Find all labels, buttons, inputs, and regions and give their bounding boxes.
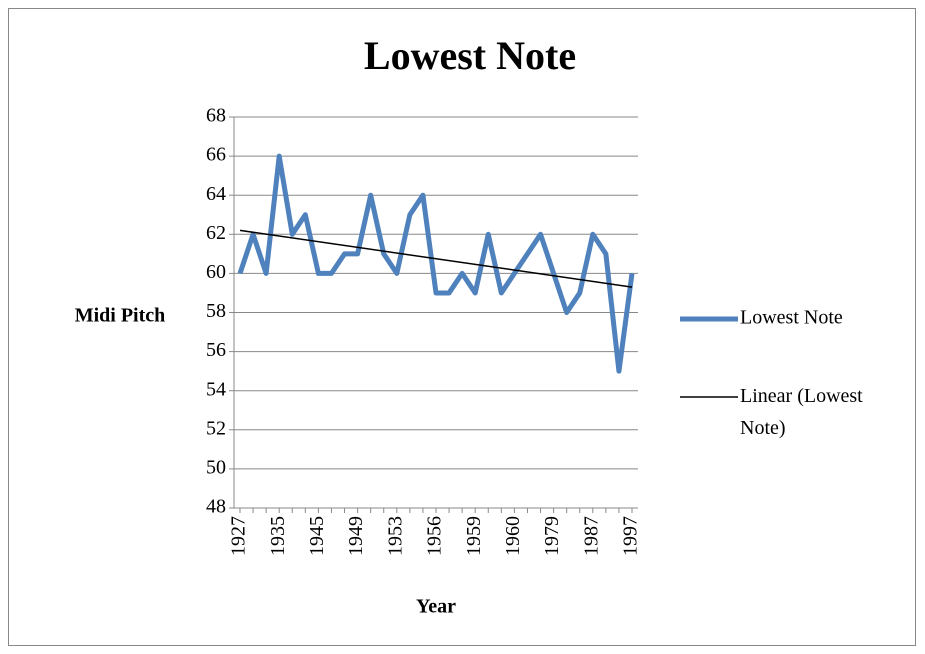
y-tick-label: 48: [206, 496, 226, 518]
trendline: [239, 229, 633, 288]
chart-border: [8, 8, 916, 646]
y-tick-label: 60: [206, 261, 226, 283]
chart-title: Lowest Note: [364, 33, 576, 78]
x-tick-label: 1959: [463, 516, 485, 556]
x-tick-label: 1935: [267, 516, 289, 556]
x-tick-label: 1960: [502, 516, 524, 556]
x-tick-label: 1945: [306, 516, 328, 556]
y-tick-label: 66: [206, 144, 226, 166]
x-tick-label: 1997: [620, 516, 642, 556]
y-tick-label: 56: [206, 339, 226, 361]
data-line: [237, 153, 635, 374]
x-axis-label: Year: [416, 596, 456, 618]
x-tick-label: 1953: [384, 516, 406, 556]
x-tick-label: 1979: [541, 516, 563, 556]
legend-label: Lowest Note: [740, 307, 843, 329]
x-tick-label: 1956: [424, 516, 446, 556]
y-tick-label: 58: [206, 300, 226, 322]
x-tick-label: 1927: [228, 516, 250, 556]
x-tick-label: 1987: [580, 516, 602, 556]
y-tick-label: 68: [206, 105, 226, 127]
y-tick-label: 64: [206, 183, 226, 205]
x-tick-label: 1949: [345, 516, 367, 556]
y-tick-label: 52: [206, 417, 226, 439]
y-tick-label: 50: [206, 456, 226, 478]
y-axis-label: Midi Pitch: [75, 305, 166, 327]
y-tick-label: 62: [206, 222, 226, 244]
legend-label: Linear (Lowest Note): [740, 385, 863, 439]
y-tick-label: 54: [206, 378, 226, 400]
